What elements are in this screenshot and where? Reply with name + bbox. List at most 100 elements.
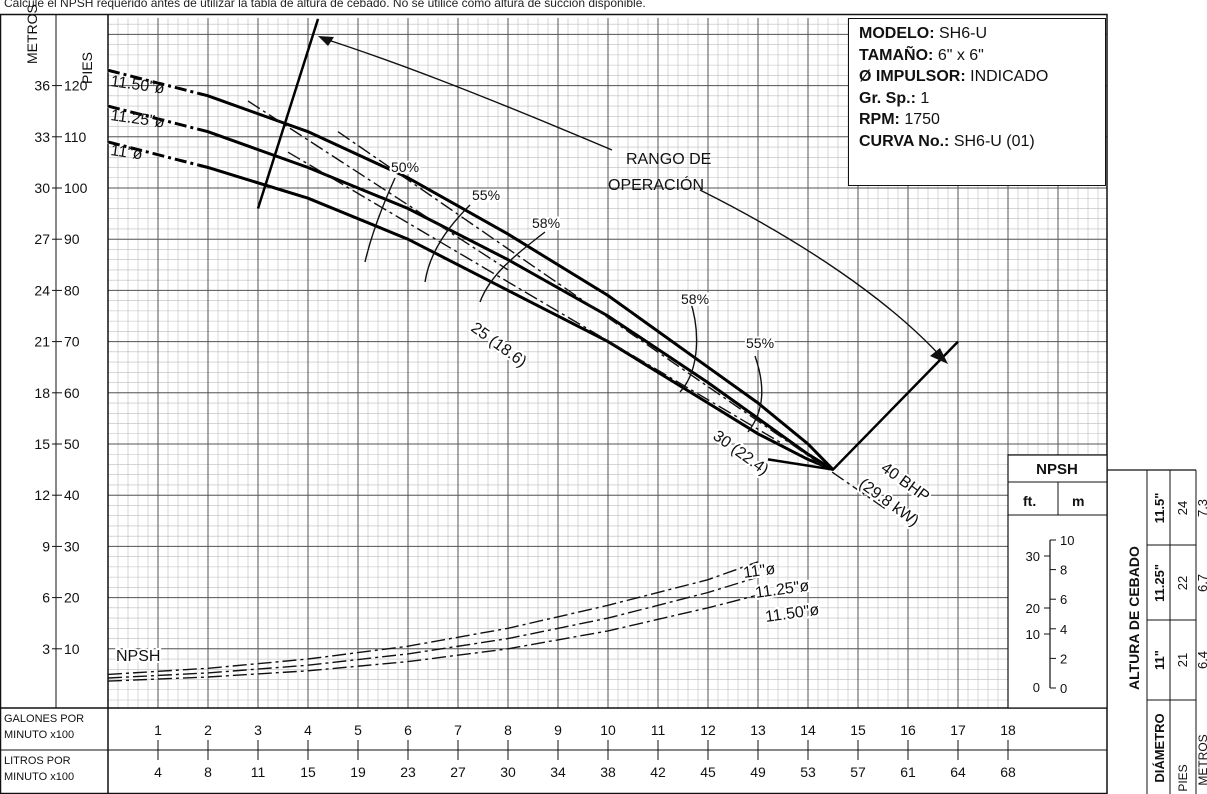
y-metros-tick-label: 15 — [34, 436, 50, 452]
x-gpm-tick-label: 3 — [254, 722, 262, 738]
y-pies-tick-label: 120 — [64, 78, 88, 94]
npsh-scale-ft-label: ft. — [1023, 493, 1036, 509]
npsh-scale-m-tick: 2 — [1060, 651, 1067, 666]
npsh-scale-ft-tick: 0 — [1033, 680, 1040, 695]
y-pies-tick-label: 80 — [64, 282, 80, 298]
efficiency-label: 58% — [532, 215, 560, 231]
y-pies-tick-label: 30 — [64, 538, 80, 554]
x-gpm-tick-label: 17 — [950, 722, 966, 738]
head-curve — [107, 140, 834, 471]
info-impulsor: Ø IMPULSOR: INDICADO — [859, 68, 1049, 85]
npsh-scale-ft-tick: 20 — [1026, 601, 1040, 616]
npsh-scale-m-tick: 8 — [1060, 563, 1067, 578]
efficiency-label: 50% — [391, 159, 419, 175]
x-gpm-tick-label: 18 — [1000, 722, 1016, 738]
arrowhead — [318, 36, 334, 46]
power-line — [337, 131, 889, 512]
x-gpm-tick-label: 9 — [554, 722, 562, 738]
head-curve-extension — [107, 140, 199, 167]
x-lpm-tick-label: 4 — [154, 764, 162, 780]
y-pies-tick-label: 100 — [64, 180, 88, 196]
operating-range-label: OPERACIÓN — [608, 175, 704, 194]
priming-row-diam: 11.25" — [1152, 564, 1167, 602]
x-lpm-tick-label: 38 — [600, 764, 616, 780]
x-lpm-tick-label: 68 — [1000, 764, 1016, 780]
head-curve-extension — [107, 68, 199, 95]
priming-pies-label: PIES — [1176, 764, 1190, 791]
y-metros-tick-label: 33 — [34, 129, 50, 145]
y-pies-tick-label: 50 — [64, 436, 80, 452]
info-rpm: RPM: 1750 — [859, 111, 940, 128]
efficiency-line — [424, 204, 471, 283]
y-axis-metros-label: METROS — [24, 4, 40, 64]
x-gpm-tick-label: 12 — [700, 722, 716, 738]
x-lpm-tick-label: 57 — [850, 764, 866, 780]
power-label: 25 (18.6) — [468, 319, 530, 370]
x-lpm-tick-label: 45 — [700, 764, 716, 780]
npsh-label: NPSH — [116, 648, 160, 665]
x-lpm-label-line1: LITROS POR — [4, 755, 71, 767]
x-lpm-tick-label: 61 — [900, 764, 916, 780]
y-metros-tick-label: 21 — [34, 334, 50, 350]
x-gpm-tick-label: 6 — [404, 722, 412, 738]
x-lpm-tick-label: 53 — [800, 764, 816, 780]
y-metros-tick-label: 6 — [42, 590, 50, 606]
x-gpm-tick-label: 1 — [154, 722, 162, 738]
priming-table-title: ALTURA DE CEBADO — [1126, 546, 1142, 690]
npsh-scale-ft-tick: 30 — [1026, 549, 1040, 564]
npsh-scale-m-tick: 4 — [1060, 622, 1067, 637]
x-gpm-label-line2: MINUTO x100 — [4, 729, 74, 741]
operating-range-label: RANGO DE — [626, 151, 711, 168]
efficiency-label: 55% — [746, 335, 774, 351]
npsh-curve — [107, 576, 759, 679]
head-curve-label: 11"ø — [109, 142, 143, 163]
efficiency-label: 58% — [681, 291, 709, 307]
efficiency-line — [479, 231, 546, 303]
priming-row-metros: 6.4 — [1195, 651, 1207, 669]
y-pies-tick-label: 20 — [64, 590, 80, 606]
x-gpm-tick-label: 10 — [600, 722, 616, 738]
operating-range-line — [767, 340, 959, 471]
x-gpm-tick-label: 7 — [454, 722, 462, 738]
power-line — [287, 151, 784, 445]
y-metros-tick-label: 27 — [34, 231, 50, 247]
pump-info-box: MODELO: SH6-U TAMAÑO: 6" x 6" Ø IMPULSOR… — [848, 18, 1106, 186]
priming-metros-label: METROS — [1196, 734, 1207, 785]
x-lpm-tick-label: 64 — [950, 764, 966, 780]
efficiency-line — [747, 355, 763, 433]
x-gpm-tick-label: 15 — [850, 722, 866, 738]
x-lpm-tick-label: 49 — [750, 764, 766, 780]
operating-range-line — [256, 18, 320, 209]
priming-diam-label: DIÁMETRO — [1152, 713, 1167, 782]
info-modelo: MODELO: SH6-U — [859, 25, 988, 42]
efficiency-label: 55% — [472, 187, 500, 203]
x-gpm-tick-label: 4 — [304, 722, 312, 738]
chart-frame — [0, 13, 1197, 794]
x-lpm-tick-label: 27 — [450, 764, 466, 780]
x-lpm-tick-label: 11 — [251, 764, 266, 780]
npsh-scale-m-tick: 10 — [1060, 533, 1074, 548]
x-gpm-label-line1: GALONES POR — [4, 713, 84, 725]
arrowhead — [930, 348, 948, 364]
npsh-curve — [107, 561, 759, 676]
y-metros-tick-label: 9 — [42, 538, 50, 554]
priming-row-pies: 22 — [1175, 576, 1190, 590]
operating-range-arrow — [699, 189, 945, 361]
head-curve-extension — [107, 104, 199, 131]
priming-row-pies: 24 — [1175, 501, 1190, 515]
efficiency-line — [364, 177, 396, 263]
x-lpm-tick-label: 15 — [300, 764, 316, 780]
npsh-scale-m-tick: 0 — [1060, 681, 1067, 696]
npsh-scale-m-tick: 6 — [1060, 592, 1067, 607]
x-lpm-tick-label: 42 — [650, 764, 666, 780]
npsh-scale-ft-tick: 10 — [1026, 627, 1040, 642]
y-pies-tick-label: 70 — [64, 334, 80, 350]
x-lpm-tick-label: 8 — [204, 764, 212, 780]
x-lpm-label-line2: MINUTO x100 — [4, 771, 74, 783]
priming-row-metros: 6.7 — [1195, 574, 1207, 592]
npsh-curve — [107, 594, 759, 682]
npsh-scale-m-label: m — [1072, 493, 1084, 509]
y-axis-pies-label: PIES — [79, 52, 95, 84]
npsh-scale-title: NPSH — [1036, 461, 1078, 478]
